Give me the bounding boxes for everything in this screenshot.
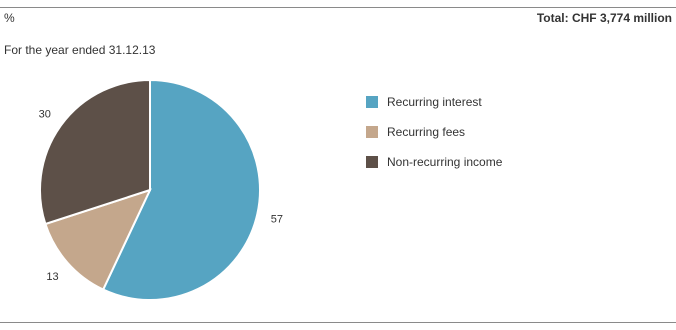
pie-slice-recurring-fees — [44, 188, 152, 291]
legend-label: Recurring fees — [387, 125, 466, 139]
legend-swatch — [366, 156, 378, 168]
legend-label: Non-recurring income — [387, 155, 503, 169]
pie-slice-non-recurring-income — [38, 78, 151, 226]
legend-label: Recurring interest — [387, 95, 482, 109]
unit-label: % — [4, 11, 15, 25]
pie-slice-recurring-interest — [101, 78, 261, 301]
legend-item-recurring-fees: Recurring fees — [366, 124, 502, 140]
slice-label-non-recurring-income: 30 — [39, 109, 51, 121]
legend-item-non-recurring-income: Non-recurring income — [366, 154, 502, 170]
bottom-rule — [0, 322, 676, 323]
slice-label-recurring-fees: 13 — [46, 271, 58, 283]
slice-label-recurring-interest: 57 — [271, 213, 283, 225]
total-label: Total: CHF 3,774 million — [536, 11, 672, 25]
legend-item-recurring-interest: Recurring interest — [366, 94, 502, 110]
legend-swatch — [366, 96, 378, 108]
legend-swatch — [366, 126, 378, 138]
top-rule — [0, 7, 676, 8]
chart-subtitle: For the year ended 31.12.13 — [4, 43, 156, 57]
chart-legend: Recurring interest Recurring fees Non-re… — [366, 94, 502, 184]
